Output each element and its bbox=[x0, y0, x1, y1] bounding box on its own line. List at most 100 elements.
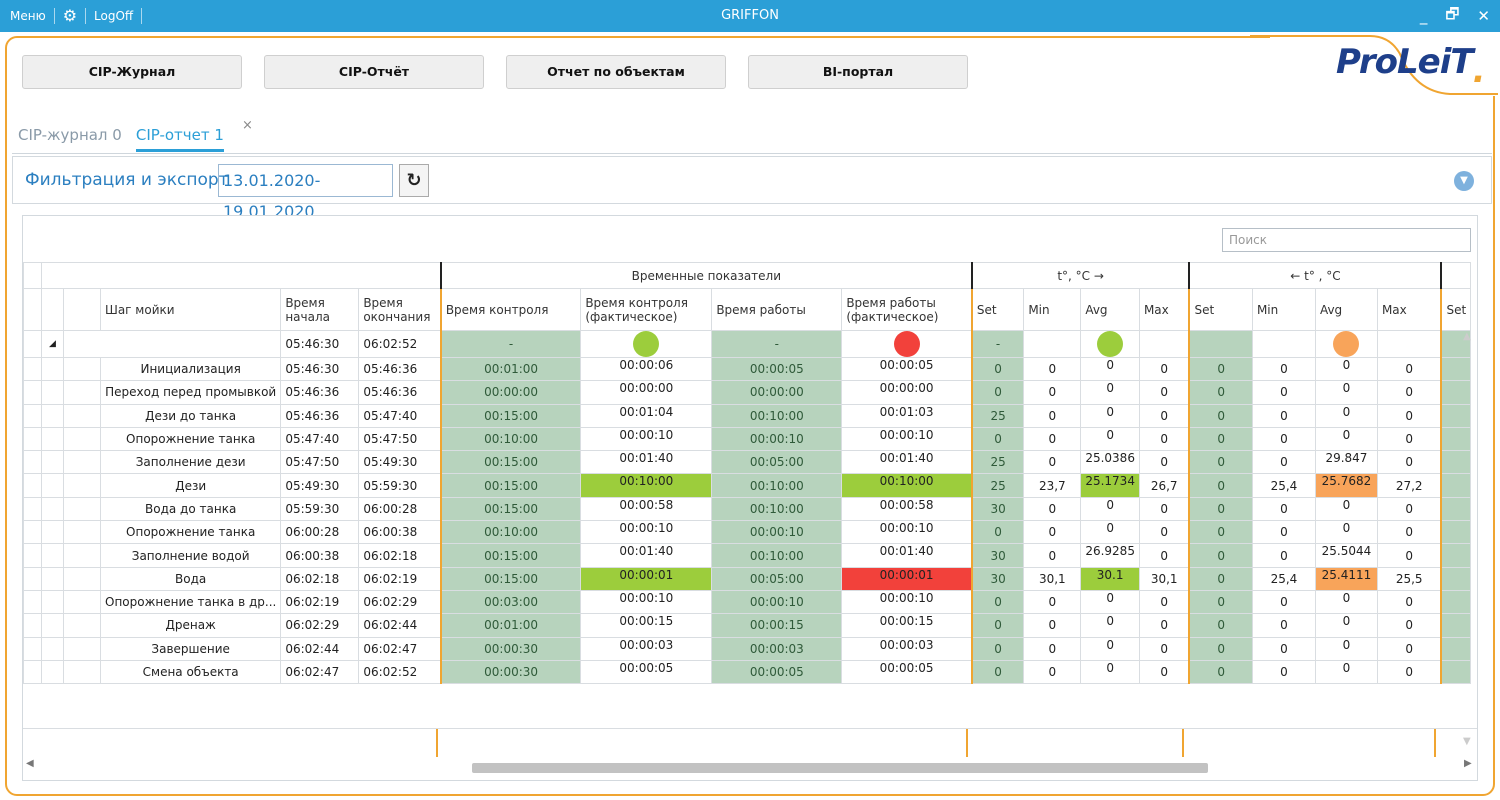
table-row[interactable]: Дези до танка 05:46:36 05:47:40 00:15:00 00:… bbox=[23, 403, 1472, 428]
scroll-down-icon[interactable]: ▼ bbox=[1463, 736, 1471, 747]
expand-icon[interactable]: ◢ bbox=[41, 330, 64, 358]
scroll-up-icon[interactable]: ▲ bbox=[1463, 331, 1471, 342]
cell bbox=[1440, 496, 1472, 522]
cell bbox=[1440, 636, 1472, 661]
tab-cip-report[interactable]: CIP-отчет 1 bbox=[135, 126, 224, 152]
table-row[interactable]: Вода до танка 05:59:30 06:00:28 00:15:00 00:… bbox=[23, 496, 1472, 522]
cell-max: 0 bbox=[1138, 450, 1190, 475]
object-report-button[interactable]: Отчет по объектам bbox=[506, 55, 726, 89]
summary-row[interactable]: ◢ 05:46:30 06:02:52 - - - bbox=[23, 330, 1472, 358]
title-bar-menu: Меню ⚙ LogOff bbox=[10, 0, 143, 32]
status-alarm-icon bbox=[893, 331, 920, 357]
col-control-time-actual[interactable]: Время контроля (фактическое) bbox=[580, 288, 713, 331]
horizontal-scrollbar[interactable] bbox=[472, 763, 1208, 773]
table-row[interactable]: Смена объекта 06:02:47 06:02:52 00:00:30 00:… bbox=[23, 659, 1472, 685]
table-row[interactable]: Инициализация 05:46:30 05:46:36 00:01:00 00:… bbox=[23, 356, 1472, 382]
col-max-2[interactable]: Max bbox=[1376, 288, 1442, 331]
cell-work: 00:00:05 bbox=[711, 356, 843, 382]
col-work-time-actual[interactable]: Время работы (фактическое) bbox=[841, 288, 973, 331]
cell-step: Вода bbox=[99, 566, 282, 591]
cell-ctrl-fact: 00:00:15 bbox=[580, 613, 713, 638]
col-avg[interactable]: Avg bbox=[1080, 288, 1140, 331]
header-cell bbox=[1440, 262, 1472, 289]
cell bbox=[1440, 589, 1472, 615]
cell bbox=[1138, 330, 1190, 358]
cell-set2: 0 bbox=[1188, 589, 1253, 615]
col-start-time[interactable]: Время начала bbox=[280, 288, 360, 331]
col-set-3[interactable]: Set bbox=[1440, 288, 1472, 331]
cell-start: 05:47:40 bbox=[280, 426, 360, 452]
refresh-icon[interactable]: ↻ bbox=[399, 164, 429, 197]
scroll-left-icon[interactable]: ◀ bbox=[26, 758, 34, 769]
cip-journal-button[interactable]: CIP-Журнал bbox=[22, 55, 242, 89]
minimize-icon[interactable]: _ bbox=[1419, 7, 1428, 25]
col-max[interactable]: Max bbox=[1138, 288, 1190, 331]
col-step[interactable]: Шаг мойки bbox=[99, 288, 282, 331]
close-icon[interactable]: ✕ bbox=[1477, 7, 1490, 25]
col-min-2[interactable]: Min bbox=[1251, 288, 1316, 331]
search-input[interactable]: Поиск bbox=[1222, 228, 1471, 252]
cell-max: 0 bbox=[1138, 496, 1190, 522]
cip-report-button[interactable]: CIP-Отчёт bbox=[264, 55, 484, 89]
table-row[interactable]: Дренаж 06:02:29 06:02:44 00:01:00 00:00:15 00… bbox=[23, 613, 1472, 638]
cell-ctrl: 00:01:00 bbox=[439, 613, 582, 638]
cell-avg: 0 bbox=[1080, 659, 1140, 685]
menu-button[interactable]: Меню bbox=[10, 9, 46, 23]
col-set-2[interactable]: Set bbox=[1188, 288, 1253, 331]
table-row[interactable]: Переход перед промывкой 05:46:36 05:46:36 0… bbox=[23, 380, 1472, 405]
scroll-right-icon[interactable]: ▶ bbox=[1464, 758, 1472, 769]
cell bbox=[41, 496, 64, 522]
cell-set2: 0 bbox=[1188, 356, 1253, 382]
cell-ctrl-fact: 00:00:58 bbox=[580, 496, 713, 522]
cell bbox=[63, 659, 101, 685]
cell-step: Заполнение дези bbox=[99, 450, 282, 475]
cell bbox=[63, 496, 101, 522]
cell-work: 00:10:00 bbox=[711, 473, 843, 498]
cell-avg2: 0 bbox=[1314, 403, 1378, 428]
cell-end: 05:47:50 bbox=[358, 426, 442, 452]
header-cell bbox=[23, 262, 42, 289]
table-row[interactable]: Завершение 06:02:44 06:02:47 00:00:30 00:00:… bbox=[23, 636, 1472, 661]
cell-set: 0 bbox=[970, 520, 1025, 545]
cell bbox=[63, 450, 101, 475]
table-row[interactable]: Заполнение дези 05:47:50 05:49:30 00:15:00 0… bbox=[23, 450, 1472, 475]
divider bbox=[53, 8, 55, 24]
cell-max2: 27,2 bbox=[1376, 473, 1442, 498]
col-work-time[interactable]: Время работы bbox=[711, 288, 843, 331]
col-min[interactable]: Min bbox=[1023, 288, 1082, 331]
cell-min2: 0 bbox=[1251, 356, 1316, 382]
col-control-time[interactable]: Время контроля bbox=[439, 288, 582, 331]
cell-avg: 0 bbox=[1080, 403, 1140, 428]
filter-export-label[interactable]: Фильтрация и экспорт bbox=[25, 170, 229, 190]
group-header-temp-forward: t°, °C → bbox=[970, 262, 1190, 289]
cell-work-fact: 00:00:01 bbox=[841, 566, 973, 591]
bi-portal-button[interactable]: BI-портал bbox=[748, 55, 968, 89]
date-range-input[interactable]: 13.01.2020-19.01.2020 bbox=[218, 164, 393, 221]
table-row[interactable]: Заполнение водой 06:00:38 06:02:18 00:15:00… bbox=[23, 543, 1472, 568]
col-set[interactable]: Set bbox=[970, 288, 1025, 331]
cell bbox=[41, 356, 64, 382]
cell bbox=[1440, 426, 1472, 452]
col-avg-2[interactable]: Avg bbox=[1314, 288, 1378, 331]
cell-work: 00:00:03 bbox=[711, 636, 843, 661]
cell bbox=[41, 659, 64, 685]
cell-min: 0 bbox=[1023, 636, 1082, 661]
cell-set2: 0 bbox=[1188, 543, 1253, 568]
tab-cip-journal[interactable]: CIP-журнал 0 bbox=[18, 126, 122, 144]
cell-ctrl-fact: 00:01:40 bbox=[580, 450, 713, 475]
cell-ctrl-fact: 00:01:04 bbox=[580, 403, 713, 428]
table-row[interactable]: Опорожнение танка 06:00:28 06:00:38 00:10:0… bbox=[23, 520, 1472, 545]
table-row[interactable]: Опорожнение танка 05:47:40 05:47:50 00:10:0… bbox=[23, 426, 1472, 452]
cell bbox=[23, 589, 42, 615]
col-end-time[interactable]: Время окончания bbox=[358, 288, 442, 331]
tab-close-icon[interactable]: × bbox=[242, 118, 253, 133]
cell-ctrl: 00:10:00 bbox=[439, 520, 582, 545]
table-row[interactable]: Дези 05:49:30 05:59:30 00:15:00 00:10:00 00:1… bbox=[23, 473, 1472, 498]
logoff-button[interactable]: LogOff bbox=[94, 9, 134, 23]
gear-icon[interactable]: ⚙ bbox=[62, 6, 78, 25]
table-row[interactable]: Опорожнение танка в др... 06:02:19 06:02:2… bbox=[23, 589, 1472, 615]
cell-work-fact: 00:00:10 bbox=[841, 520, 973, 545]
table-row[interactable]: Вода 06:02:18 06:02:19 00:15:00 00:00:01 00:0… bbox=[23, 566, 1472, 591]
chevron-down-icon[interactable]: ▼ bbox=[1454, 171, 1474, 191]
maximize-icon[interactable]: 🗗 bbox=[1445, 4, 1460, 23]
